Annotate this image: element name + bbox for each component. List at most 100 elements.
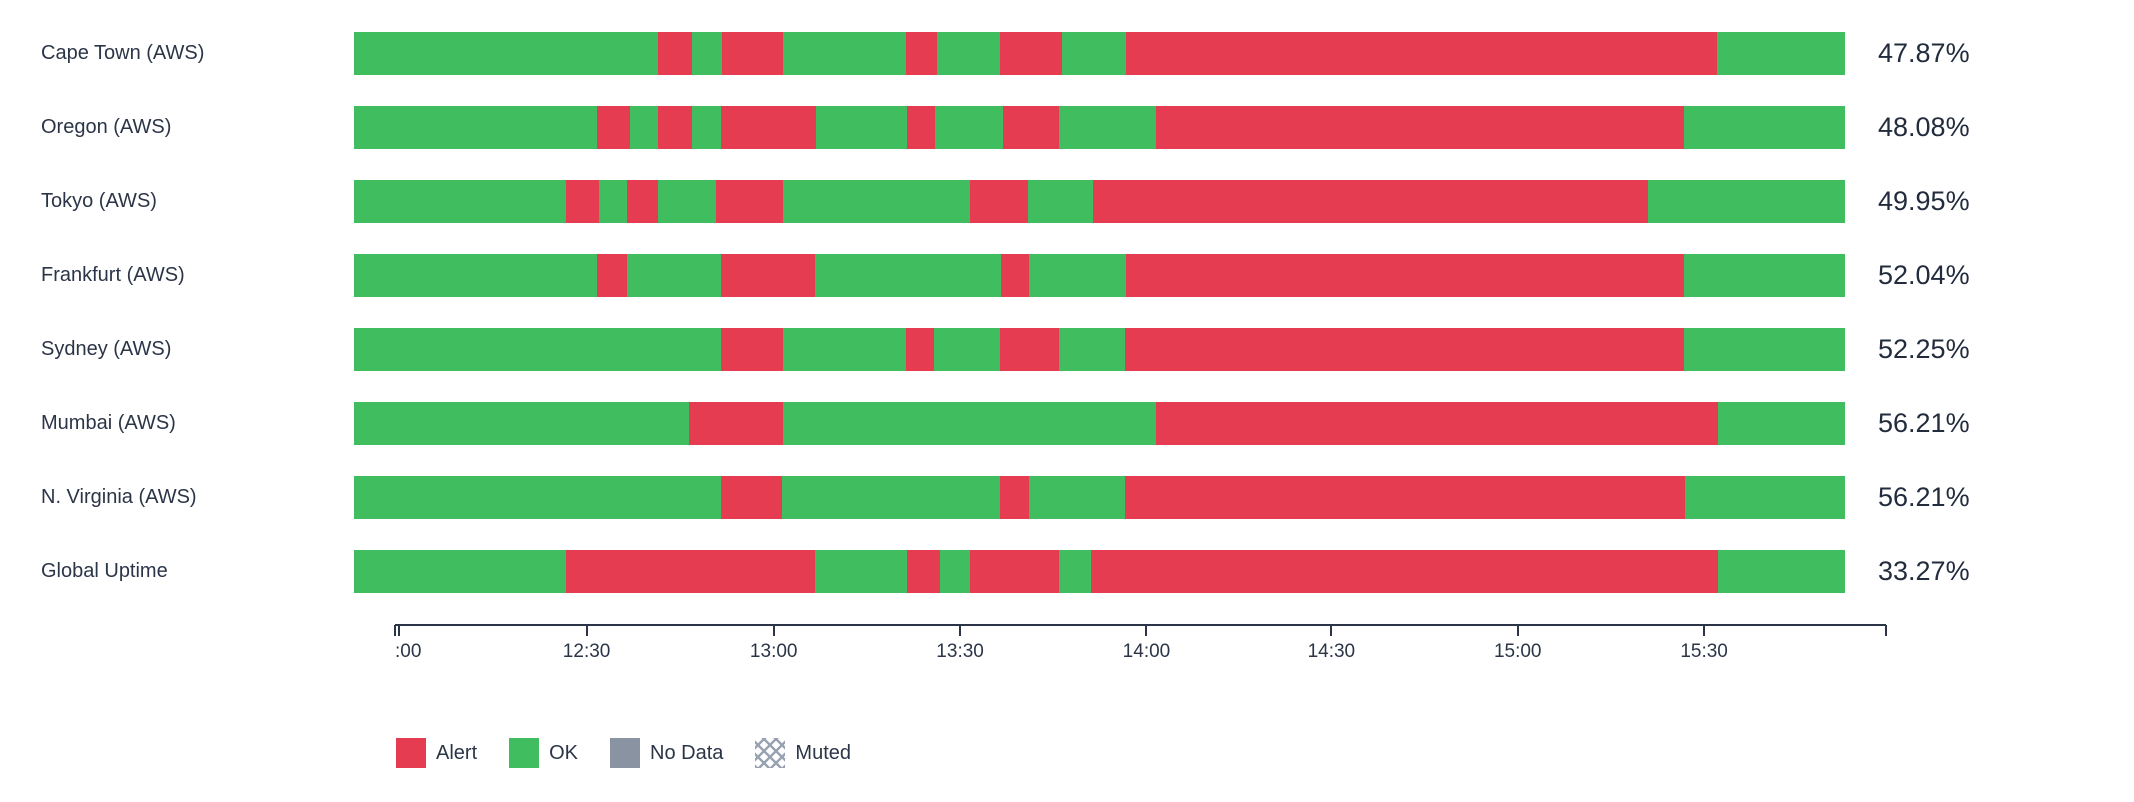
segment-ok	[816, 106, 908, 149]
status-timeline-bar[interactable]	[354, 106, 1845, 149]
segment-ok	[1062, 32, 1127, 75]
axis-tick	[1516, 625, 1519, 636]
segment-ok	[1059, 328, 1125, 371]
segment-alert	[658, 32, 693, 75]
segment-alert	[720, 106, 817, 149]
axis-tick	[585, 625, 588, 636]
axis-tick	[394, 625, 396, 636]
segment-ok	[692, 32, 723, 75]
uptime-percentage: 52.04%	[1878, 260, 1970, 290]
segment-ok	[1648, 180, 1845, 223]
segment-alert	[1093, 180, 1649, 223]
segment-alert	[969, 550, 1060, 593]
segment-ok	[936, 32, 1000, 75]
row-label: Global Uptime	[41, 560, 168, 582]
status-rows: Cape Town (AWS) 47.87% Oregon (AWS) 48.0…	[0, 32, 2134, 593]
status-timeline-bar[interactable]	[354, 402, 1845, 445]
ok-swatch	[509, 738, 540, 768]
legend-item-alert: Alert	[396, 738, 477, 768]
segment-ok	[1059, 106, 1157, 149]
legend-item-no-data: No Data	[610, 738, 723, 768]
segment-ok	[781, 476, 1000, 519]
axis-tick	[1703, 625, 1706, 636]
legend-label: Alert	[436, 741, 478, 764]
segment-ok	[783, 32, 906, 75]
segment-alert	[1126, 254, 1684, 297]
row-label: Mumbai (AWS)	[41, 412, 176, 434]
segment-ok	[354, 32, 659, 75]
segment-alert	[720, 476, 782, 519]
muted-hatch-swatch	[755, 738, 786, 768]
axis-tick	[1330, 625, 1333, 636]
segment-ok	[783, 402, 1157, 445]
axis-tick-label: 14:30	[1307, 641, 1356, 662]
row-label: Tokyo (AWS)	[41, 190, 157, 212]
axis-tick-label: 12:30	[562, 641, 611, 662]
status-timeline-bar[interactable]	[354, 32, 1845, 75]
uptime-percentage: 33.27%	[1878, 556, 1970, 586]
axis-tick-label: :00	[395, 641, 422, 662]
status-row: Cape Town (AWS) 47.87%	[0, 32, 2134, 75]
segment-ok	[1683, 254, 1845, 297]
segment-ok	[1683, 328, 1845, 371]
status-row: Mumbai (AWS) 56.21%	[0, 402, 2134, 445]
status-timeline-bar[interactable]	[354, 550, 1845, 593]
segment-alert	[999, 476, 1030, 519]
segment-ok	[1718, 550, 1845, 593]
segment-ok	[354, 180, 566, 223]
segment-alert	[907, 550, 940, 593]
axis-tick	[1145, 625, 1148, 636]
segment-ok	[626, 254, 721, 297]
uptime-percentage: 48.08%	[1878, 112, 1970, 142]
segment-alert	[722, 32, 784, 75]
segment-ok	[814, 254, 1002, 297]
no-data-swatch	[610, 738, 641, 768]
status-row: Global Uptime 33.27%	[0, 550, 2134, 593]
segment-ok	[354, 550, 566, 593]
axis-tick-label: 15:00	[1493, 641, 1542, 662]
status-timeline-bar[interactable]	[354, 180, 1845, 223]
segment-alert	[999, 32, 1063, 75]
segment-ok	[1029, 254, 1127, 297]
segment-alert	[597, 106, 630, 149]
segment-alert	[689, 402, 784, 445]
segment-alert	[999, 328, 1060, 371]
segment-ok	[783, 180, 970, 223]
alert-swatch	[396, 738, 426, 768]
uptime-percentage: 49.95%	[1878, 186, 1970, 216]
segment-ok	[933, 328, 1000, 371]
segment-alert	[1002, 106, 1060, 149]
segment-ok	[354, 106, 598, 149]
segment-alert	[905, 328, 934, 371]
axis-tick-label: 13:30	[936, 641, 984, 662]
segment-ok	[1685, 476, 1845, 519]
status-timeline-bar[interactable]	[354, 476, 1845, 519]
segment-alert	[1126, 32, 1717, 75]
segment-alert	[1156, 106, 1684, 149]
legend-item-ok: OK	[509, 738, 578, 768]
axis-tick	[1885, 625, 1887, 636]
segment-alert	[905, 32, 937, 75]
status-row: Oregon (AWS) 48.08%	[0, 106, 2134, 149]
row-label: Sydney (AWS)	[41, 338, 172, 360]
segment-ok	[1718, 402, 1845, 445]
time-axis: :00 12:30 13:00 13:30 14:00 14:30 15:00 15:30	[394, 624, 1887, 672]
status-timeline-bar[interactable]	[354, 254, 1845, 297]
segment-alert	[565, 550, 815, 593]
axis-tick-label: 15:30	[1680, 641, 1728, 662]
segment-ok	[354, 402, 690, 445]
segment-ok	[354, 328, 721, 371]
axis-tick	[959, 625, 962, 636]
legend-label: OK	[549, 741, 579, 764]
segment-ok	[658, 180, 717, 223]
status-timeline-bar[interactable]	[354, 328, 1845, 371]
segment-ok	[629, 106, 659, 149]
status-row: Sydney (AWS) 52.25%	[0, 328, 2134, 371]
segment-alert	[626, 180, 659, 223]
time-axis-line	[395, 624, 1886, 626]
segment-ok	[814, 550, 908, 593]
segment-alert	[969, 180, 1028, 223]
segment-ok	[1027, 180, 1094, 223]
segment-ok	[1716, 32, 1845, 75]
